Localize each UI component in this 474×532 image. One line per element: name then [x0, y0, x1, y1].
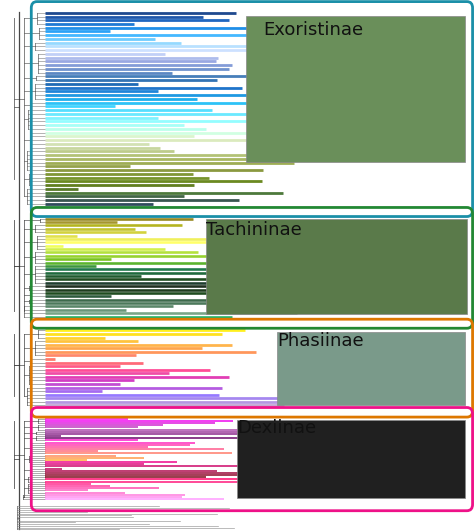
Bar	[277, 332, 465, 405]
Text: Tachininae: Tachininae	[206, 221, 302, 239]
Text: Exoristinae: Exoristinae	[263, 21, 363, 39]
Bar	[246, 16, 465, 162]
Text: Dexiinae: Dexiinae	[237, 419, 316, 437]
Text: Phasiinae: Phasiinae	[277, 332, 364, 351]
Bar	[237, 420, 465, 498]
Bar	[206, 219, 467, 314]
